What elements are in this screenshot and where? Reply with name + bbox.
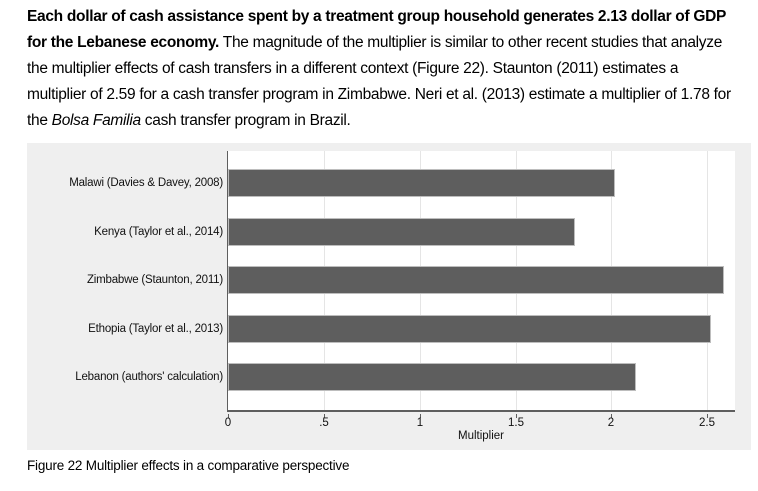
x-axis-tick-label: 1 (416, 417, 424, 429)
figure-22-bar-chart: Malawi (Davies & Davey, 2008) Kenya (Tayl… (27, 143, 751, 450)
x-axis-tick (324, 414, 325, 418)
x-axis-tick-label: 1.5 (508, 417, 524, 429)
x-axis-tick-label: 0 (224, 417, 232, 429)
x-axis-tick (611, 414, 612, 418)
x-axis-tick-label: 2 (607, 417, 615, 429)
x-axis-title: Multiplier (457, 430, 504, 442)
paragraph-italic-term: Bolsa Familia (51, 112, 141, 129)
x-axis-tick (516, 414, 517, 418)
category-label: Malawi (Davies & Davey, 2008) (69, 177, 223, 189)
x-axis-tick (228, 414, 229, 418)
chart-bar (228, 315, 711, 343)
x-axis-tick-label: .5 (319, 417, 329, 429)
category-label: Ethopia (Taylor et al., 2013) (88, 323, 223, 335)
paragraph-body-text-1: The magnitude of the multiplier is simil… (27, 34, 731, 129)
chart-bar (228, 266, 724, 294)
x-axis-tick (420, 414, 421, 418)
chart-bar (228, 218, 575, 246)
category-label: Lebanon (authors' calculation) (75, 371, 223, 383)
chart-plot-area (227, 151, 735, 412)
category-label: Zimbabwe (Staunton, 2011) (86, 274, 223, 286)
x-axis-tick (707, 414, 708, 418)
paragraph-body-text-2: cash transfer program in Brazil. (140, 112, 351, 129)
intro-paragraph: Each dollar of cash assistance spent by … (27, 4, 741, 134)
category-label: Kenya (Taylor et al., 2014) (94, 226, 223, 238)
chart-bar (228, 363, 636, 391)
paragraph-bold-lead: Each dollar of cash assistance spent by … (27, 8, 726, 51)
x-axis-tick-label: 2.5 (699, 417, 715, 429)
figure-caption: Figure 22 Multiplier effects in a compar… (27, 458, 350, 473)
chart-bar (228, 169, 615, 197)
